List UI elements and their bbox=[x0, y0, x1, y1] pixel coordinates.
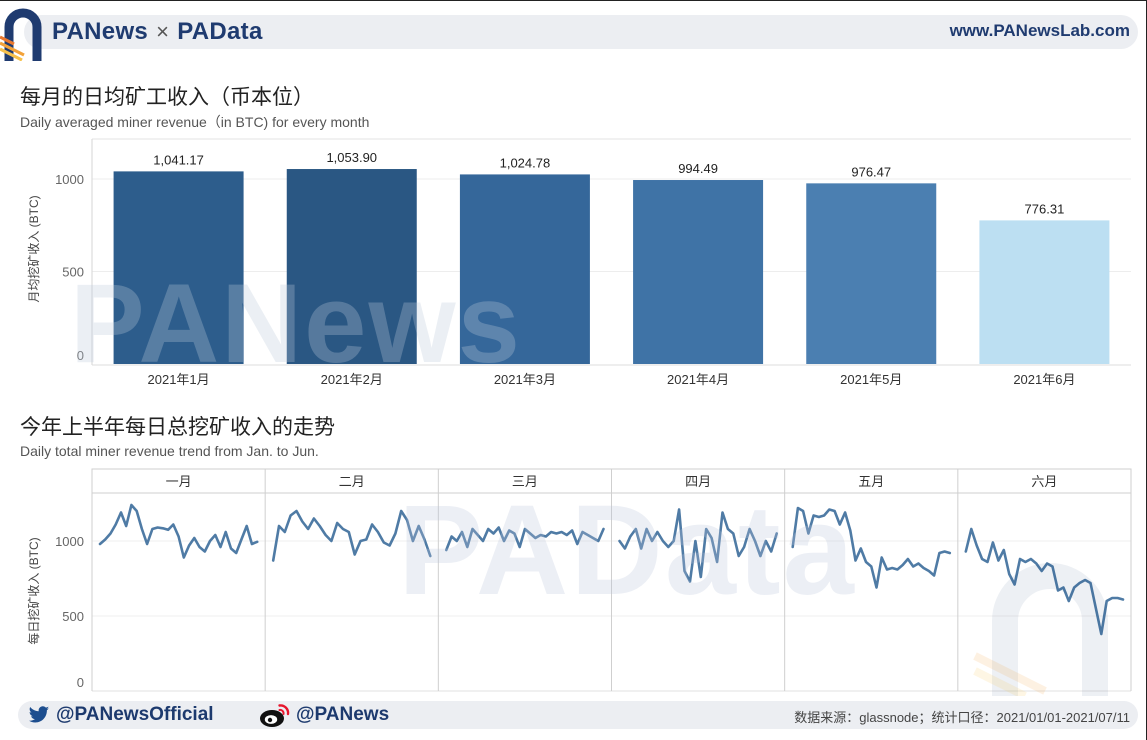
series-line-2 bbox=[271, 509, 432, 562]
x-tick-label: 2021年6月 bbox=[1013, 372, 1075, 387]
bar-5 bbox=[806, 183, 937, 364]
panews-logo-icon bbox=[0, 8, 42, 61]
bar-value-label: 776.31 bbox=[1025, 201, 1065, 216]
weibo-handle: @PANews bbox=[296, 704, 390, 725]
chart1-title: 每月的日均矿工收入（币本位） bbox=[20, 86, 314, 109]
bar-3 bbox=[459, 174, 590, 364]
x-tick-label: 2021年5月 bbox=[840, 372, 902, 387]
monthly-bar-chart: 0 500 1000 1,041.17 2021年1月 1,053.90 2021年2月 1,… bbox=[26, 138, 1131, 387]
bar-4 bbox=[633, 180, 764, 364]
series-line-1 bbox=[98, 503, 259, 559]
bar-1 bbox=[113, 171, 244, 364]
weibo-icon bbox=[260, 704, 290, 727]
series-line-6 bbox=[964, 527, 1125, 636]
y-tick-label: 500 bbox=[62, 609, 84, 624]
x-tick-label: 2021年4月 bbox=[667, 372, 729, 387]
x-tick-label: 2021年1月 bbox=[148, 372, 210, 387]
y-tick-label: 1000 bbox=[55, 172, 84, 187]
x-tick-label: 2021年2月 bbox=[321, 372, 383, 387]
facet-label: 四月 bbox=[685, 474, 711, 489]
y-axis-title: 月均挖矿收入 (BTC) bbox=[26, 195, 41, 302]
facet-label: 六月 bbox=[1031, 474, 1057, 489]
bar-value-label: 976.47 bbox=[851, 164, 891, 179]
facet-label: 一月 bbox=[166, 474, 192, 489]
data-source-note: 数据来源：glassnode；统计口径：2021/01/01-2021/07/1… bbox=[794, 710, 1130, 725]
bar-value-label: 1,041.17 bbox=[153, 152, 204, 167]
facet-label: 二月 bbox=[339, 474, 365, 489]
series-line-3 bbox=[444, 526, 605, 552]
y-tick-label: 0 bbox=[77, 675, 84, 690]
bar-2 bbox=[286, 169, 417, 364]
twitter-handle: @PANewsOfficial bbox=[56, 704, 214, 725]
brand-separator: × bbox=[156, 19, 170, 44]
y-tick-label: 1000 bbox=[55, 534, 84, 549]
brand-title: PANews × PAData bbox=[52, 16, 263, 48]
bar-value-label: 1,024.78 bbox=[500, 155, 551, 170]
y-tick-label: 0 bbox=[77, 348, 84, 363]
footer-band bbox=[18, 701, 1138, 729]
y-axis-title: 每日挖矿收入 (BTC) bbox=[26, 537, 41, 644]
chart1-subtitle: Daily averaged miner revenue（in BTC) for… bbox=[20, 114, 370, 130]
header-band bbox=[24, 15, 1138, 49]
bar-6 bbox=[979, 220, 1110, 364]
chart2-subtitle: Daily total miner revenue trend from Jan… bbox=[20, 443, 319, 459]
brand-padata: PAData bbox=[177, 18, 263, 45]
chart2-title: 今年上半年每日总挖矿收入的走势 bbox=[20, 416, 335, 439]
bar-value-label: 1,053.90 bbox=[326, 150, 377, 165]
brand-panews: PANews bbox=[52, 18, 149, 45]
facet-label: 五月 bbox=[858, 474, 884, 489]
twitter-icon bbox=[28, 706, 50, 723]
facet-label: 三月 bbox=[512, 474, 538, 489]
series-line-4 bbox=[618, 508, 779, 583]
y-tick-label: 500 bbox=[62, 265, 84, 280]
bar-value-label: 994.49 bbox=[678, 161, 718, 176]
series-line-5 bbox=[791, 506, 952, 589]
x-tick-label: 2021年3月 bbox=[494, 372, 556, 387]
website-url: www.PANewsLab.com bbox=[949, 21, 1130, 40]
